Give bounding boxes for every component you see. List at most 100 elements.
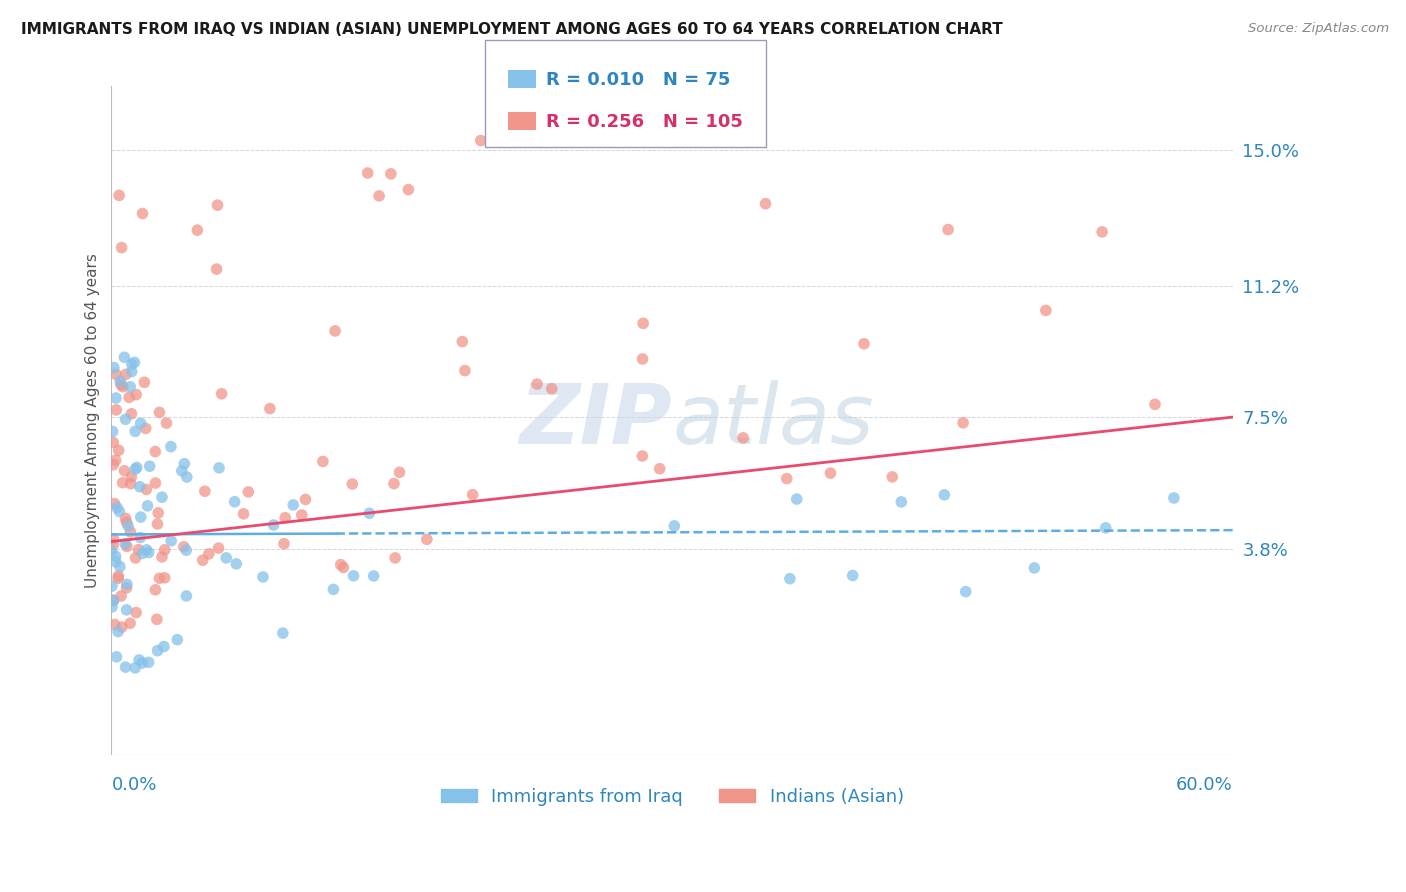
Point bbox=[115, 581, 138, 595]
Point bbox=[329, 558, 352, 572]
Point bbox=[388, 466, 411, 480]
Point bbox=[136, 499, 159, 513]
Point bbox=[238, 484, 260, 499]
Point bbox=[754, 196, 776, 211]
Point bbox=[263, 518, 285, 533]
Point bbox=[936, 222, 959, 236]
Legend: Immigrants from Iraq, Indians (Asian): Immigrants from Iraq, Indians (Asian) bbox=[433, 780, 911, 813]
Point bbox=[145, 582, 167, 597]
Point bbox=[882, 470, 904, 484]
Point bbox=[252, 570, 274, 584]
Point bbox=[124, 661, 146, 675]
Point bbox=[207, 198, 229, 212]
Point bbox=[215, 550, 238, 565]
Point bbox=[105, 500, 128, 515]
Text: R = 0.256   N = 105: R = 0.256 N = 105 bbox=[546, 112, 742, 131]
Point bbox=[294, 492, 316, 507]
Point bbox=[125, 460, 148, 475]
Point bbox=[357, 166, 380, 180]
Point bbox=[322, 582, 344, 597]
Point bbox=[112, 351, 135, 365]
Point bbox=[103, 458, 125, 472]
Point bbox=[451, 334, 474, 349]
Point bbox=[173, 540, 195, 554]
Point bbox=[148, 405, 170, 419]
Point bbox=[115, 540, 138, 554]
Point bbox=[103, 532, 125, 546]
Point bbox=[115, 603, 138, 617]
Point bbox=[101, 599, 124, 614]
Point bbox=[153, 571, 176, 585]
Point bbox=[143, 444, 166, 458]
Text: atlas: atlas bbox=[672, 380, 873, 461]
Point bbox=[153, 640, 176, 654]
Point bbox=[114, 660, 136, 674]
Point bbox=[224, 494, 246, 508]
Point bbox=[120, 616, 142, 631]
Point bbox=[125, 606, 148, 620]
Point bbox=[382, 476, 405, 491]
Point bbox=[380, 167, 402, 181]
Point bbox=[124, 550, 146, 565]
Point bbox=[955, 584, 977, 599]
Point bbox=[191, 553, 214, 567]
Point bbox=[312, 454, 335, 468]
Point bbox=[146, 643, 169, 657]
Point bbox=[101, 579, 124, 593]
Point bbox=[134, 376, 156, 390]
Point bbox=[103, 593, 125, 607]
Point bbox=[103, 435, 125, 450]
Point bbox=[145, 476, 167, 491]
Point bbox=[1091, 225, 1114, 239]
Point bbox=[211, 386, 233, 401]
Point bbox=[1024, 561, 1046, 575]
Point bbox=[105, 403, 128, 417]
Point bbox=[103, 538, 125, 552]
Point bbox=[150, 549, 173, 564]
Point bbox=[128, 653, 150, 667]
Point bbox=[454, 363, 477, 377]
Point bbox=[118, 390, 141, 404]
Point bbox=[114, 412, 136, 426]
Point bbox=[225, 557, 247, 571]
Point bbox=[148, 571, 170, 585]
Point bbox=[166, 632, 188, 647]
Point bbox=[776, 472, 799, 486]
Point bbox=[128, 542, 150, 557]
Point bbox=[111, 620, 134, 634]
Point bbox=[129, 510, 152, 524]
Point bbox=[107, 624, 129, 639]
Point bbox=[135, 421, 157, 435]
Point bbox=[100, 544, 122, 558]
Point bbox=[146, 516, 169, 531]
Point bbox=[153, 542, 176, 557]
Point bbox=[131, 546, 153, 560]
Point bbox=[117, 519, 139, 533]
Point bbox=[114, 511, 136, 525]
Point bbox=[176, 589, 198, 603]
Point bbox=[198, 547, 221, 561]
Point bbox=[114, 537, 136, 551]
Point bbox=[103, 593, 125, 607]
Point bbox=[138, 459, 160, 474]
Point bbox=[129, 531, 152, 545]
Point bbox=[363, 569, 385, 583]
Point bbox=[107, 571, 129, 585]
Point bbox=[194, 484, 217, 499]
Point bbox=[104, 391, 127, 405]
Point bbox=[291, 508, 314, 522]
Point bbox=[342, 477, 364, 491]
Text: 60.0%: 60.0% bbox=[1175, 776, 1233, 794]
Point bbox=[205, 262, 228, 277]
Point bbox=[274, 510, 297, 524]
Point bbox=[120, 470, 142, 484]
Point bbox=[1163, 491, 1185, 505]
Point bbox=[101, 425, 124, 439]
Point bbox=[384, 551, 406, 566]
Point bbox=[131, 656, 153, 670]
Point bbox=[105, 649, 128, 664]
Point bbox=[396, 183, 419, 197]
Point bbox=[332, 560, 354, 574]
Point bbox=[104, 368, 127, 382]
Point bbox=[208, 460, 231, 475]
